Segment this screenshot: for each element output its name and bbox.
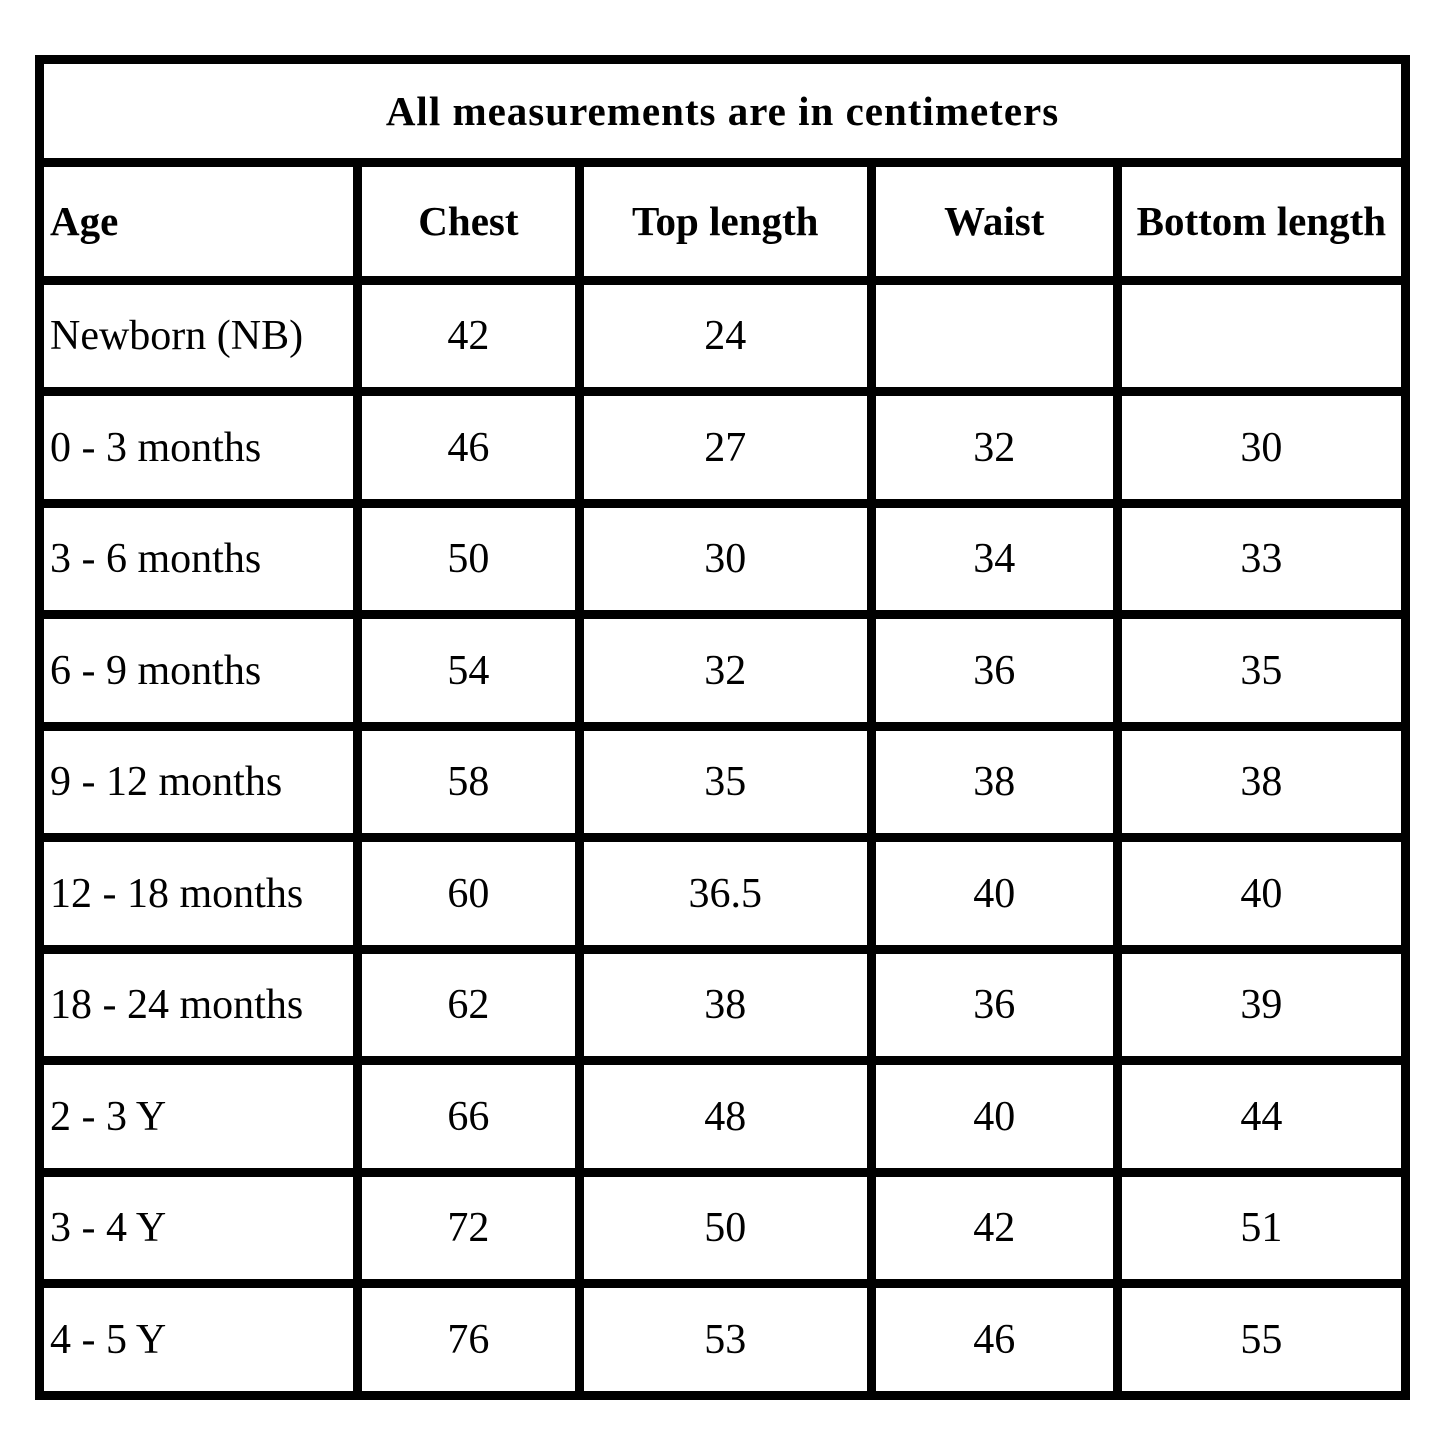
top-length-cell: 35 bbox=[574, 721, 876, 843]
age-cell: 4 - 5 Y bbox=[34, 1279, 363, 1400]
age-cell: 9 - 12 months bbox=[34, 721, 363, 843]
table-row: 0 - 3 months 46 27 32 30 bbox=[34, 387, 1411, 508]
bottom-length-cell: 38 bbox=[1112, 721, 1411, 843]
table-row: 12 - 18 months 60 36.5 40 40 bbox=[34, 833, 1411, 954]
chest-cell: 58 bbox=[353, 721, 584, 843]
chest-cell: 72 bbox=[353, 1167, 584, 1289]
column-header-bottom-length: Bottom length bbox=[1112, 158, 1411, 285]
top-length-cell: 48 bbox=[574, 1056, 876, 1177]
chest-cell: 46 bbox=[353, 387, 584, 508]
top-length-cell: 27 bbox=[574, 387, 876, 508]
table-title-row: All measurements are in centimeters bbox=[35, 54, 1410, 168]
chest-cell: 66 bbox=[353, 1056, 584, 1177]
column-header-chest: Chest bbox=[353, 158, 584, 285]
column-header-age: Age bbox=[34, 158, 363, 285]
waist-cell: 34 bbox=[866, 498, 1122, 620]
waist-cell: 40 bbox=[866, 1056, 1122, 1177]
chest-cell: 62 bbox=[353, 944, 584, 1066]
chest-cell: 60 bbox=[353, 833, 584, 954]
waist-cell: 38 bbox=[866, 721, 1122, 843]
chest-cell: 42 bbox=[353, 275, 584, 397]
table-row: 6 - 9 months 54 32 36 35 bbox=[34, 610, 1411, 731]
age-cell: 0 - 3 months bbox=[34, 387, 363, 508]
bottom-length-cell: 51 bbox=[1112, 1167, 1411, 1289]
top-length-cell: 32 bbox=[574, 610, 876, 731]
bottom-length-cell: 30 bbox=[1112, 387, 1411, 508]
waist-cell: 36 bbox=[866, 944, 1122, 1066]
age-cell: 6 - 9 months bbox=[34, 610, 363, 731]
table-row: Newborn (NB) 42 24 bbox=[34, 275, 1411, 397]
top-length-cell: 50 bbox=[574, 1167, 876, 1289]
bottom-length-cell: 35 bbox=[1112, 610, 1411, 731]
bottom-length-cell: 55 bbox=[1112, 1279, 1411, 1400]
top-length-cell: 53 bbox=[574, 1279, 876, 1400]
table-title: All measurements are in centimeters bbox=[35, 54, 1410, 168]
size-chart-table: All measurements are in centimeters Age … bbox=[34, 54, 1411, 1400]
age-cell: 3 - 6 months bbox=[34, 498, 363, 620]
bottom-length-cell: 44 bbox=[1112, 1056, 1411, 1177]
bottom-length-cell: 39 bbox=[1112, 944, 1411, 1066]
waist-cell: 32 bbox=[866, 387, 1122, 508]
top-length-cell: 24 bbox=[574, 275, 876, 397]
table-header-row: Age Chest Top length Waist Bottom length bbox=[34, 158, 1411, 285]
waist-cell bbox=[866, 275, 1122, 397]
age-cell: 2 - 3 Y bbox=[34, 1056, 363, 1177]
top-length-cell: 36.5 bbox=[574, 833, 876, 954]
table-row: 18 - 24 months 62 38 36 39 bbox=[34, 944, 1411, 1066]
waist-cell: 46 bbox=[866, 1279, 1122, 1400]
age-cell: Newborn (NB) bbox=[34, 275, 363, 397]
chest-cell: 54 bbox=[353, 610, 584, 731]
table-row: 3 - 4 Y 72 50 42 51 bbox=[34, 1167, 1411, 1289]
table-row: 4 - 5 Y 76 53 46 55 bbox=[34, 1279, 1411, 1400]
top-length-cell: 38 bbox=[574, 944, 876, 1066]
top-length-cell: 30 bbox=[574, 498, 876, 620]
bottom-length-cell bbox=[1112, 275, 1411, 397]
bottom-length-cell: 40 bbox=[1112, 833, 1411, 954]
age-cell: 3 - 4 Y bbox=[34, 1167, 363, 1289]
column-header-waist: Waist bbox=[866, 158, 1122, 285]
chest-cell: 76 bbox=[353, 1279, 584, 1400]
table-row: 9 - 12 months 58 35 38 38 bbox=[34, 721, 1411, 843]
age-cell: 12 - 18 months bbox=[34, 833, 363, 954]
chest-cell: 50 bbox=[353, 498, 584, 620]
age-cell: 18 - 24 months bbox=[34, 944, 363, 1066]
table-row: 3 - 6 months 50 30 34 33 bbox=[34, 498, 1411, 620]
waist-cell: 42 bbox=[866, 1167, 1122, 1289]
waist-cell: 40 bbox=[866, 833, 1122, 954]
bottom-length-cell: 33 bbox=[1112, 498, 1411, 620]
table-row: 2 - 3 Y 66 48 40 44 bbox=[34, 1056, 1411, 1177]
waist-cell: 36 bbox=[866, 610, 1122, 731]
column-header-top-length: Top length bbox=[574, 158, 876, 285]
